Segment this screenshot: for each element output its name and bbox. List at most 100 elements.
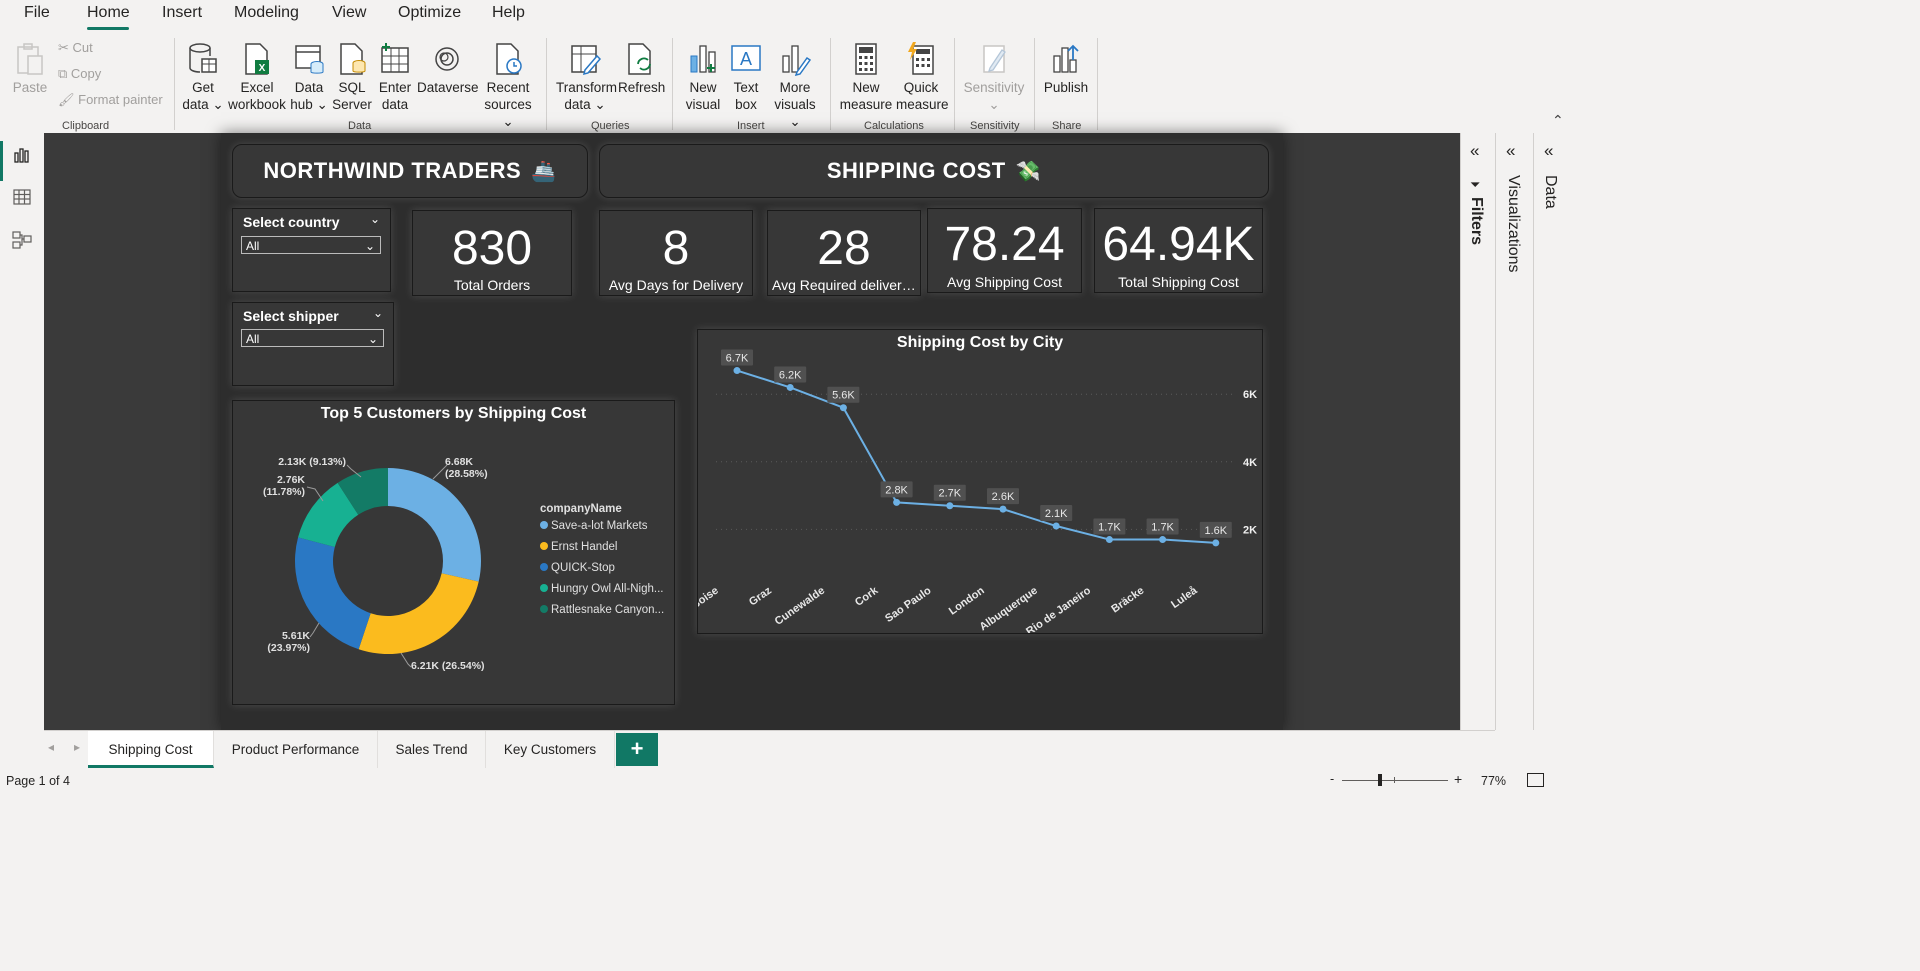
quick-measure-button[interactable]: Quick measure — [896, 42, 949, 113]
data-label: 6.7K — [726, 353, 749, 365]
publish-button[interactable]: Publish — [1042, 42, 1090, 96]
data-point[interactable] — [999, 505, 1007, 513]
menu-insert[interactable]: Insert — [162, 4, 203, 21]
paste-button[interactable]: Paste — [10, 42, 50, 96]
data-point[interactable] — [1052, 522, 1060, 530]
cut-button[interactable]: ✂ Cut — [58, 40, 93, 56]
menu-optimize[interactable]: Optimize — [398, 4, 462, 21]
new-measure-label: New measure — [839, 80, 893, 112]
data-point[interactable] — [839, 404, 847, 412]
tab-sales-trend[interactable]: Sales Trend — [378, 731, 486, 768]
line-chart[interactable]: 2K 4K 6K 6.7K Boise 6.2K Graz 5.6K Cunewalde 2.8K… — [698, 330, 1262, 633]
data-point[interactable] — [1105, 536, 1113, 544]
chevron-down-icon: ⌄ — [208, 97, 224, 112]
series-line[interactable] — [736, 369, 1216, 544]
add-page-button[interactable]: + — [616, 733, 658, 766]
refresh-button[interactable]: Refresh — [618, 42, 665, 96]
shipper-slicer[interactable]: Select shipper ⌄ All ⌄ — [232, 302, 394, 386]
data-point[interactable] — [786, 383, 794, 391]
view-switcher-rail — [0, 133, 44, 730]
data-label-bg — [774, 366, 807, 383]
double-chevron-left-icon[interactable]: « — [1506, 141, 1516, 160]
x-tick-label: Cunewalde — [773, 585, 827, 628]
shipper-dropdown[interactable]: All ⌄ — [241, 329, 384, 347]
tab-scroll-left-icon[interactable]: ◂ — [48, 740, 55, 754]
zoom-slider-thumb[interactable] — [1378, 774, 1382, 786]
model-view-icon[interactable] — [12, 231, 32, 249]
new-measure-button[interactable]: New measure — [838, 42, 894, 113]
data-point[interactable] — [893, 498, 901, 506]
country-dropdown[interactable]: All ⌄ — [241, 236, 381, 254]
zoom-slider-track[interactable] — [1342, 780, 1448, 781]
tab-scroll-right-icon[interactable]: ▸ — [74, 740, 81, 754]
filters-pane[interactable]: « ⏷ Filters — [1460, 133, 1495, 730]
donut-leader-line — [306, 486, 324, 502]
text-box-button[interactable]: A Text box — [726, 42, 766, 113]
format-painter-label: Format painter — [78, 92, 163, 107]
table-view-icon[interactable] — [13, 189, 31, 205]
visualizations-pane[interactable]: « Visualizations — [1495, 133, 1533, 730]
dropdown-value: All — [246, 332, 260, 346]
recent-sources-button[interactable]: Recent sources ⌄ — [480, 42, 536, 130]
enter-data-button[interactable]: Enter data — [376, 42, 414, 113]
donut-chart[interactable]: 6.68K(28.58%) 6.21K (26.54%) 5.61K(23.97%)… — [233, 401, 674, 704]
data-pane[interactable]: « Data — [1533, 133, 1569, 730]
donut-data-label: 2.76K — [277, 474, 305, 486]
collapse-ribbon-icon[interactable]: ⌃ — [1552, 112, 1564, 128]
more-visuals-button[interactable]: More visuals ⌄ — [770, 42, 820, 130]
legend-item[interactable]: Ernst Handel — [551, 541, 617, 553]
legend-item[interactable]: QUICK-Stop — [551, 562, 615, 574]
data-point[interactable] — [946, 502, 954, 510]
tab-product-performance[interactable]: Product Performance — [214, 731, 378, 768]
fit-to-page-icon[interactable] — [1527, 773, 1544, 787]
sensitivity-group-label: Sensitivity — [970, 120, 1020, 132]
donut-slice[interactable] — [298, 482, 359, 548]
recent-sources-label: Recent sources — [484, 80, 532, 112]
shipping-cost-by-city-card[interactable]: Shipping Cost by City 2K 4K 6K 6.7K Boise 6.2… — [697, 329, 1263, 634]
chevron-down-icon[interactable]: ⌄ — [369, 212, 380, 226]
legend-item[interactable]: Save-a-lot Markets — [551, 520, 648, 532]
donut-slice[interactable] — [358, 573, 479, 654]
text-box-label: Text box — [733, 80, 759, 112]
double-chevron-left-icon[interactable]: « — [1470, 141, 1480, 160]
data-hub-button[interactable]: Data hub ⌄ — [290, 42, 328, 113]
sensitivity-button[interactable]: Sensitivity ⌄ — [962, 42, 1026, 113]
x-tick-label: Sao Paulo — [883, 584, 934, 624]
report-view-icon[interactable] — [13, 147, 31, 163]
legend-item[interactable]: Rattlesnake Canyon... — [551, 604, 664, 616]
donut-slice[interactable] — [295, 537, 371, 650]
donut-slice[interactable] — [337, 468, 388, 515]
divider — [1034, 38, 1035, 130]
data-label: 1.6K — [1204, 525, 1227, 537]
new-visual-button[interactable]: New visual — [682, 42, 724, 113]
menu-home[interactable]: Home — [87, 4, 130, 21]
chevron-down-icon[interactable]: ⌄ — [372, 306, 383, 320]
donut-leader-line — [346, 464, 362, 478]
dataverse-button[interactable]: Dataverse — [417, 42, 479, 96]
divider — [174, 38, 175, 130]
more-visuals-label: More visuals — [774, 80, 816, 112]
menu-help[interactable]: Help — [492, 4, 525, 21]
menu-modeling[interactable]: Modeling — [234, 4, 299, 21]
excel-workbook-button[interactable]: X Excel workbook — [226, 42, 288, 113]
menu-file[interactable]: File — [24, 4, 50, 21]
tab-key-customers[interactable]: Key Customers — [486, 731, 615, 768]
legend-item[interactable]: Hungry Owl All-Nigh... — [551, 583, 663, 595]
country-slicer[interactable]: Select country ⌄ All ⌄ — [232, 208, 391, 292]
tab-shipping-cost[interactable]: Shipping Cost — [88, 731, 214, 768]
transform-data-button[interactable]: Transform data ⌄ — [556, 42, 617, 113]
zoom-in-button[interactable]: + — [1454, 771, 1463, 787]
zoom-out-button[interactable]: - — [1330, 772, 1335, 786]
format-painter-button[interactable]: 🖌 Format painter — [58, 92, 163, 108]
double-chevron-left-icon[interactable]: « — [1544, 141, 1554, 160]
copy-button[interactable]: ⧉ Copy — [58, 66, 101, 82]
slicer-title: Select country — [243, 214, 340, 230]
data-point[interactable] — [733, 367, 741, 375]
donut-slice[interactable] — [388, 468, 481, 582]
menu-view[interactable]: View — [332, 4, 367, 21]
data-point[interactable] — [1212, 539, 1220, 547]
get-data-button[interactable]: Get data ⌄ — [182, 42, 224, 113]
sql-server-button[interactable]: SQL Server — [332, 42, 372, 113]
data-point[interactable] — [1159, 536, 1167, 544]
top-customers-donut-card[interactable]: Top 5 Customers by Shipping Cost 6.68K (2… — [232, 400, 675, 705]
